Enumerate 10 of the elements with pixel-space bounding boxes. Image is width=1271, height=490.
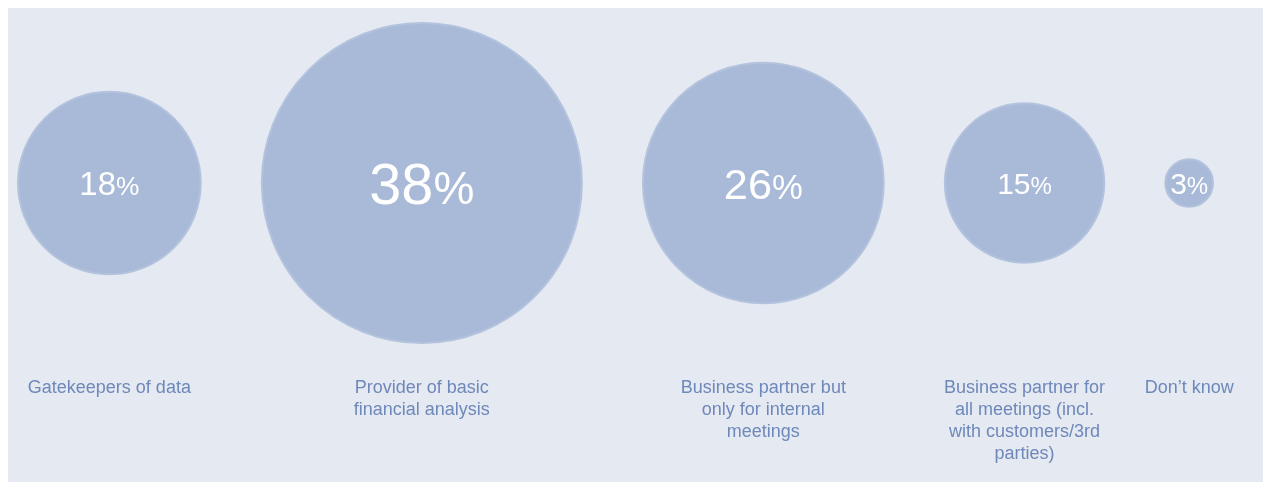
category-label: Gatekeepers of data bbox=[27, 377, 192, 397]
data-label: 26% bbox=[723, 159, 803, 208]
category-label: Provider of basic financial analysis bbox=[353, 377, 490, 419]
data-label: 38% bbox=[369, 151, 475, 216]
category-label: Don’t know bbox=[1144, 377, 1235, 397]
data-label: 18% bbox=[79, 164, 140, 202]
category-label: Business partner for all meetings (incl. with customers/3rd parties) bbox=[943, 377, 1106, 463]
data-label: 15% bbox=[997, 166, 1052, 200]
data-label: 3% bbox=[1170, 166, 1209, 200]
category-label: Business partner but only for internal meetings bbox=[680, 377, 846, 441]
